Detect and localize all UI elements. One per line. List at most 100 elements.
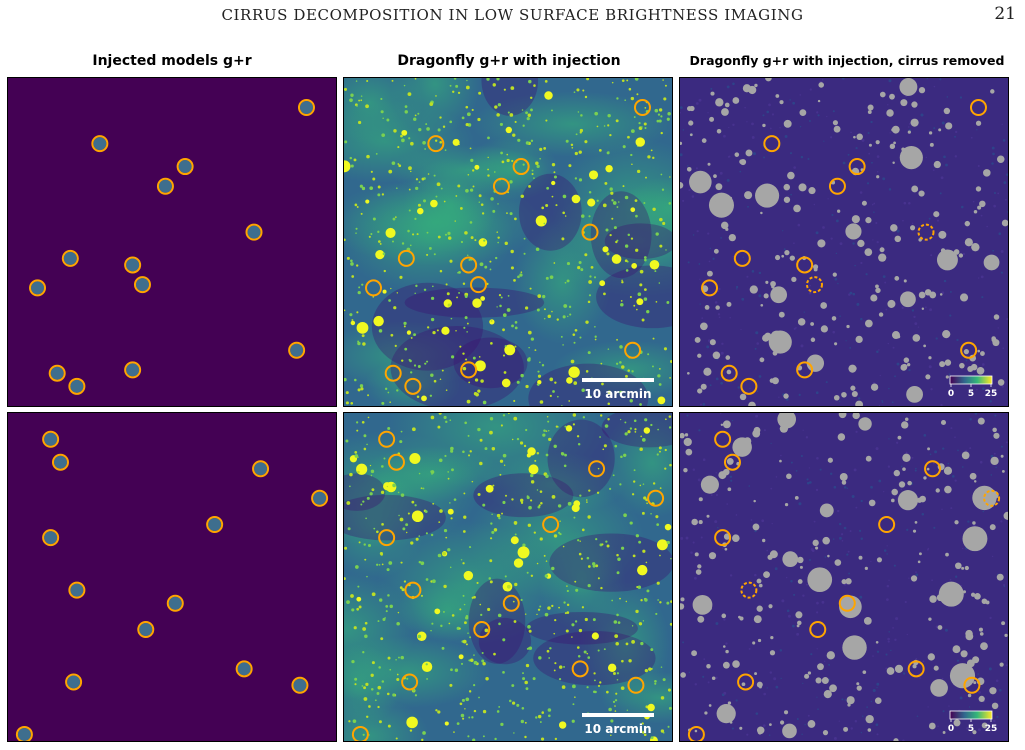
running-head: CIRRUS DECOMPOSITION IN LOW SURFACE BRIG… [0, 4, 1025, 28]
injection-marker [828, 177, 846, 195]
column-title-injected-models: Injected models g+r [92, 53, 252, 69]
injection-marker [29, 279, 47, 297]
injection-marker [176, 158, 194, 176]
colorbar-tick-label: 25 [985, 389, 998, 399]
injected-models-image-row-1 [8, 78, 336, 406]
injection-marker [838, 594, 856, 612]
injection-marker [512, 158, 530, 176]
panel-dragonfly-row-1: 10 arcmin [343, 77, 673, 407]
injection-marker [805, 276, 823, 294]
cirrus-removed-image-row-1: 0 5 25 [680, 78, 1008, 406]
injection-marker [917, 223, 935, 241]
injection-marker [61, 249, 79, 267]
colorbar: 0 5 25 [948, 375, 998, 399]
injection-marker [137, 620, 155, 638]
injection-marker [581, 223, 599, 241]
running-title: CIRRUS DECOMPOSITION IN LOW SURFACE BRIG… [221, 6, 804, 24]
injection-marker [740, 581, 758, 599]
scale-bar: 10 arcmin [582, 713, 654, 736]
injection-marker [384, 364, 402, 382]
injection-marker [969, 99, 987, 117]
panel-injected-models-row-2 [7, 412, 337, 742]
injection-marker [502, 594, 520, 612]
colorbar-tick-label: 5 [968, 389, 974, 399]
injection-marker [206, 516, 224, 534]
injection-marker [687, 725, 705, 741]
injection-marker [156, 177, 174, 195]
injection-marker [91, 135, 109, 153]
injection-marker [848, 158, 866, 176]
injection-marker [460, 256, 478, 274]
injection-marker [291, 676, 309, 694]
injection-marker [365, 279, 383, 297]
injection-marker [907, 660, 925, 678]
injection-marker [427, 135, 445, 153]
panel-cirrus-removed-row-1: 0 5 25 [679, 77, 1009, 407]
injection-marker [42, 430, 60, 448]
dragonfly-image-row-1: 10 arcmin [344, 78, 672, 406]
injection-marker [542, 516, 560, 534]
injected-models-image-row-2 [8, 413, 336, 741]
injection-marker [252, 460, 270, 478]
panel-injected-models-row-1 [7, 77, 337, 407]
page-number: 21 [994, 4, 1016, 24]
injection-marker [387, 453, 405, 471]
injection-marker [42, 529, 60, 547]
injection-marker [124, 256, 142, 274]
injection-marker [492, 177, 510, 195]
injection-marker [351, 725, 369, 741]
column-title-dragonfly-injection: Dragonfly g+r with injection [397, 53, 621, 69]
injection-marker [124, 361, 142, 379]
injection-marker [714, 529, 732, 547]
injection-marker [378, 430, 396, 448]
injection-marker [714, 430, 732, 448]
colorbar: 0 5 25 [948, 710, 998, 734]
injection-marker [960, 341, 978, 359]
injection-marker [878, 516, 896, 534]
cirrus-removed-image-row-2: 0 5 25 [680, 413, 1008, 741]
injection-marker [733, 249, 751, 267]
injection-marker [737, 673, 755, 691]
injection-marker [588, 460, 606, 478]
injection-marker [15, 725, 33, 741]
injection-marker [796, 256, 814, 274]
injection-marker [723, 453, 741, 471]
colorbar-tick-label: 0 [948, 389, 954, 399]
injection-marker [404, 377, 422, 395]
injection-marker [397, 249, 415, 267]
injection-marker [796, 361, 814, 379]
injection-marker [740, 377, 758, 395]
injection-marker [809, 620, 827, 638]
scale-bar: 10 arcmin [582, 378, 654, 401]
injection-marker [378, 529, 396, 547]
injection-marker [720, 364, 738, 382]
injection-marker [65, 673, 83, 691]
injection-marker [235, 660, 253, 678]
injection-marker [963, 676, 981, 694]
injection-marker [401, 673, 419, 691]
injection-marker [404, 581, 422, 599]
injection-marker [763, 135, 781, 153]
injection-marker [627, 676, 645, 694]
injection-marker [983, 489, 1001, 507]
injection-marker [633, 99, 651, 117]
injection-marker [245, 223, 263, 241]
injection-marker [924, 460, 942, 478]
injection-marker [624, 341, 642, 359]
injection-marker [460, 361, 478, 379]
injection-marker [51, 453, 69, 471]
injection-marker [166, 594, 184, 612]
injection-marker [311, 489, 329, 507]
injection-marker [48, 364, 66, 382]
injection-marker [469, 276, 487, 294]
panel-dragonfly-row-2: 10 arcmin [343, 412, 673, 742]
scale-bar-label: 10 arcmin [584, 722, 651, 736]
injection-marker [133, 276, 151, 294]
colorbar-tick-label: 5 [968, 724, 974, 734]
dragonfly-image-row-2: 10 arcmin [344, 413, 672, 741]
colorbar-tick-label: 25 [985, 724, 998, 734]
colorbar-tick-label: 0 [948, 724, 954, 734]
injection-marker [68, 581, 86, 599]
injection-marker [288, 341, 306, 359]
injection-marker [297, 99, 315, 117]
